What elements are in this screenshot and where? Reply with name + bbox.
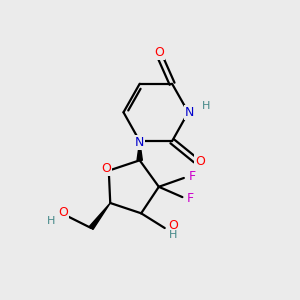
Text: O: O [101, 162, 111, 175]
Text: N: N [135, 136, 144, 149]
Text: F: F [187, 192, 194, 205]
Text: H: H [202, 101, 210, 111]
Text: N: N [185, 106, 194, 119]
Text: F: F [188, 170, 196, 183]
Text: O: O [154, 46, 164, 59]
Text: O: O [195, 155, 205, 168]
Text: O: O [58, 206, 68, 219]
Text: O: O [168, 219, 178, 232]
Polygon shape [137, 141, 142, 160]
Polygon shape [89, 203, 110, 230]
Text: H: H [47, 216, 56, 226]
Text: H: H [169, 230, 177, 240]
